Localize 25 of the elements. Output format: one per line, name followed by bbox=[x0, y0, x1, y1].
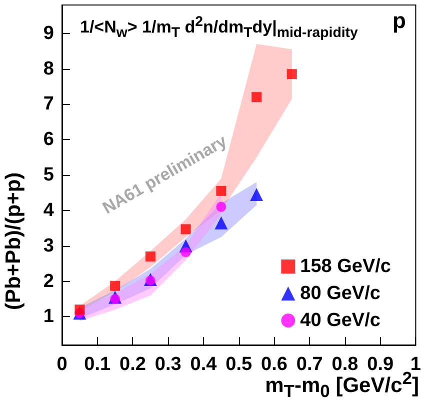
y-tick-label: 3 bbox=[43, 235, 54, 256]
annotation: p bbox=[392, 8, 406, 34]
x-tick-label: 0.3 bbox=[154, 354, 182, 375]
x-tick-label: 0.7 bbox=[296, 354, 323, 375]
y-tick-label: 8 bbox=[43, 58, 54, 80]
y-tick-label: 5 bbox=[43, 164, 54, 186]
y-tick-label: 9 bbox=[43, 22, 54, 44]
x-tick-label: 0.8 bbox=[332, 354, 358, 375]
x-tick-label: 0.1 bbox=[84, 354, 112, 375]
y-tick-label: 2 bbox=[43, 270, 54, 292]
y-tick-label: 7 bbox=[43, 94, 54, 115]
text: 1/<N$_{w}$> 1/m$_{T}$ d$^{2}$n/dm$_{T}$dy|$_{mid-rapidity}$ bbox=[80, 14, 358, 42]
y-tick-label: 1 bbox=[43, 306, 54, 328]
x-tick-label: 0.9 bbox=[367, 354, 394, 375]
legend-label: 158 GeV/c bbox=[300, 256, 392, 277]
x-tick-label: 0.4 bbox=[190, 354, 218, 375]
x-tick-label: 1 bbox=[410, 354, 422, 375]
x-tick-label: 0 bbox=[56, 354, 68, 375]
y-tick-label: 4 bbox=[43, 200, 54, 221]
legend-label: 80 GeV/c bbox=[300, 283, 381, 304]
x-tick-label: 0.5 bbox=[226, 354, 252, 375]
y-tick-label: 6 bbox=[43, 129, 54, 150]
y-axis-title: (Pb+Pb)/(p+p) bbox=[2, 172, 26, 310]
legend-label: 40 GeV/c bbox=[300, 310, 381, 331]
x-tick-label: 0.2 bbox=[120, 354, 146, 375]
